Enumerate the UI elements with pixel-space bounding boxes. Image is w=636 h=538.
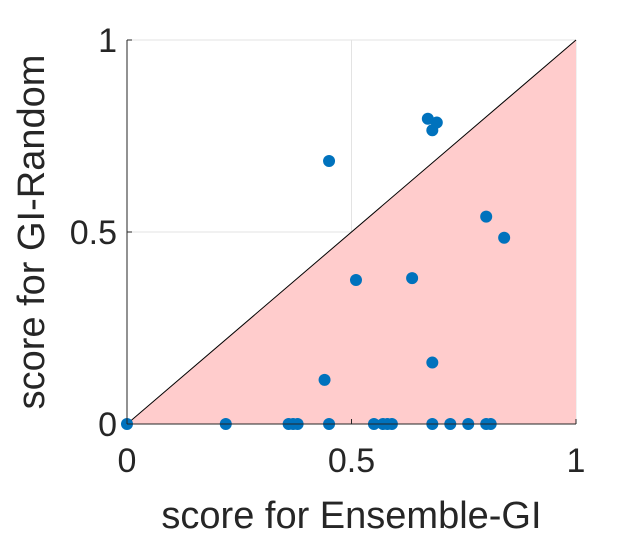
- data-point: [406, 272, 419, 285]
- data-point: [430, 116, 443, 129]
- data-point: [421, 112, 434, 125]
- data-point: [480, 210, 493, 223]
- y-tick-label: 1: [98, 22, 117, 60]
- diagonal-reference-line: [126, 39, 577, 425]
- data-point: [349, 274, 362, 286]
- y-tick-label: 0.5: [70, 214, 117, 252]
- x-tick-label: 1: [567, 442, 586, 480]
- data-point: [318, 373, 331, 386]
- data-point: [426, 356, 439, 369]
- x-tick-label: 0: [118, 442, 137, 480]
- data-point: [323, 154, 336, 167]
- plot-area: [121, 39, 577, 430]
- y-tick-label: 0: [98, 406, 117, 444]
- axes: [126, 39, 577, 425]
- x-tick-label: 0.5: [328, 442, 375, 480]
- data-point: [498, 231, 511, 244]
- y-axis-label: score for GI-Random: [11, 55, 53, 410]
- x-axis-label: score for Ensemble-GI: [161, 495, 541, 537]
- x-tick-labels: 0 0.5 1: [118, 442, 586, 480]
- y-tick-labels: 00.51: [70, 22, 117, 444]
